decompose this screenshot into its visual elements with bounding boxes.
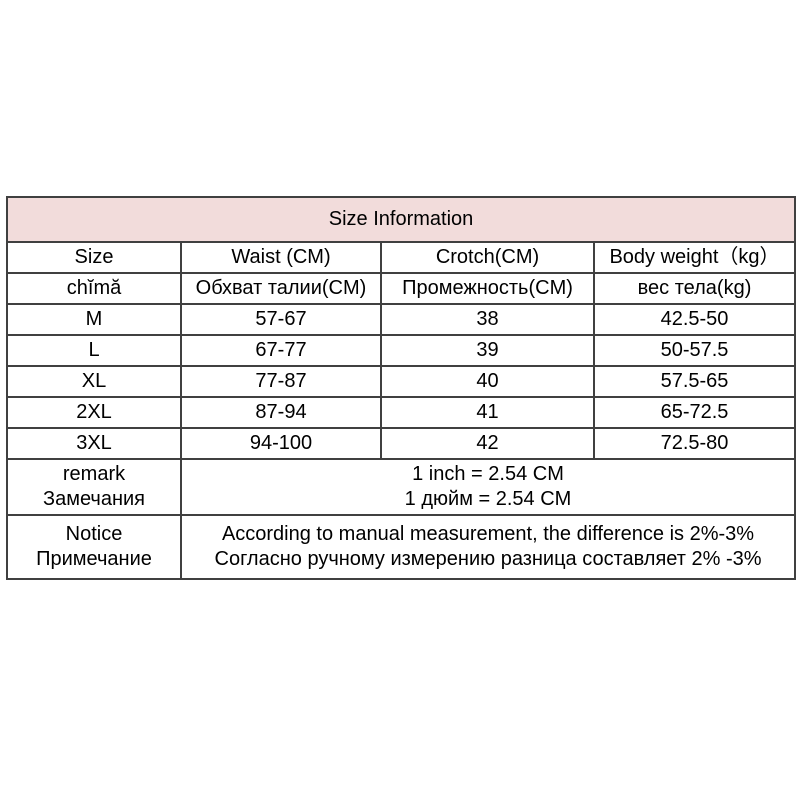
- cell-size: 2XL: [6, 396, 182, 429]
- table-row-m: M 57-67 38 42.5-50: [6, 303, 797, 336]
- notice-label: Notice Примечание: [6, 514, 182, 580]
- cell-crotch: 42: [380, 427, 595, 460]
- cell-waist: 87-94: [180, 396, 382, 429]
- table-title: Size Information: [5, 196, 797, 243]
- subheader-size-pinyin: chĭmă: [6, 272, 182, 305]
- table-row-l: L 67-77 39 50-57.5: [6, 334, 797, 367]
- header-size: Size: [6, 241, 182, 274]
- remark-label-ru: Замечания: [42, 488, 145, 510]
- remark-line-dyuim: 1 дюйм = 2.54 CM: [404, 488, 572, 510]
- remark-row: remark Замечания 1 inch = 2.54 CM 1 дюйм…: [6, 458, 797, 516]
- title-row: Size Information: [5, 196, 797, 243]
- cell-waist: 57-67: [180, 303, 382, 336]
- subheader-crotch-ru: Промежность(CM): [380, 272, 595, 305]
- notice-value: According to manual measurement, the dif…: [179, 514, 797, 580]
- cell-waist: 77-87: [180, 365, 382, 398]
- remark-label: remark Замечания: [6, 458, 182, 516]
- table-row-3xl: 3XL 94-100 42 72.5-80: [6, 427, 797, 460]
- header-waist: Waist (CM): [180, 241, 382, 274]
- cell-waist: 94-100: [180, 427, 382, 460]
- cell-weight: 57.5-65: [592, 365, 797, 398]
- subheader-weight-ru: вес тела(kg): [592, 272, 797, 305]
- header-body-weight: Body weight（kg）: [592, 241, 797, 274]
- notice-label-en: Notice: [65, 523, 123, 545]
- cell-crotch: 39: [380, 334, 595, 367]
- cell-size: XL: [6, 365, 182, 398]
- remark-value: 1 inch = 2.54 CM 1 дюйм = 2.54 CM: [179, 458, 797, 516]
- subheader-row: chĭmă Обхват талии(CM) Промежность(CM) в…: [6, 272, 797, 305]
- table-row-2xl: 2XL 87-94 41 65-72.5: [6, 396, 797, 429]
- cell-weight: 50-57.5: [592, 334, 797, 367]
- cell-weight: 42.5-50: [592, 303, 797, 336]
- remark-line-inch: 1 inch = 2.54 CM: [412, 463, 564, 485]
- notice-line-en: According to manual measurement, the dif…: [221, 523, 755, 545]
- remark-label-en: remark: [62, 463, 126, 485]
- header-row: Size Waist (CM) Crotch(CM) Body weight（k…: [6, 241, 797, 274]
- cell-crotch: 38: [380, 303, 595, 336]
- cell-size: 3XL: [6, 427, 182, 460]
- cell-crotch: 41: [380, 396, 595, 429]
- notice-row: Notice Примечание According to manual me…: [6, 514, 797, 580]
- cell-waist: 67-77: [180, 334, 382, 367]
- notice-line-ru: Согласно ручному измерению разница соста…: [214, 548, 762, 570]
- cell-weight: 65-72.5: [592, 396, 797, 429]
- cell-size: M: [6, 303, 182, 336]
- cell-size: L: [6, 334, 182, 367]
- notice-label-ru: Примечание: [36, 548, 152, 570]
- cell-crotch: 40: [380, 365, 595, 398]
- header-crotch: Crotch(CM): [380, 241, 595, 274]
- size-information-table: Size Information Size Waist (CM) Crotch(…: [5, 196, 797, 580]
- table-row-xl: XL 77-87 40 57.5-65: [6, 365, 797, 398]
- subheader-waist-ru: Обхват талии(CM): [180, 272, 382, 305]
- cell-weight: 72.5-80: [592, 427, 797, 460]
